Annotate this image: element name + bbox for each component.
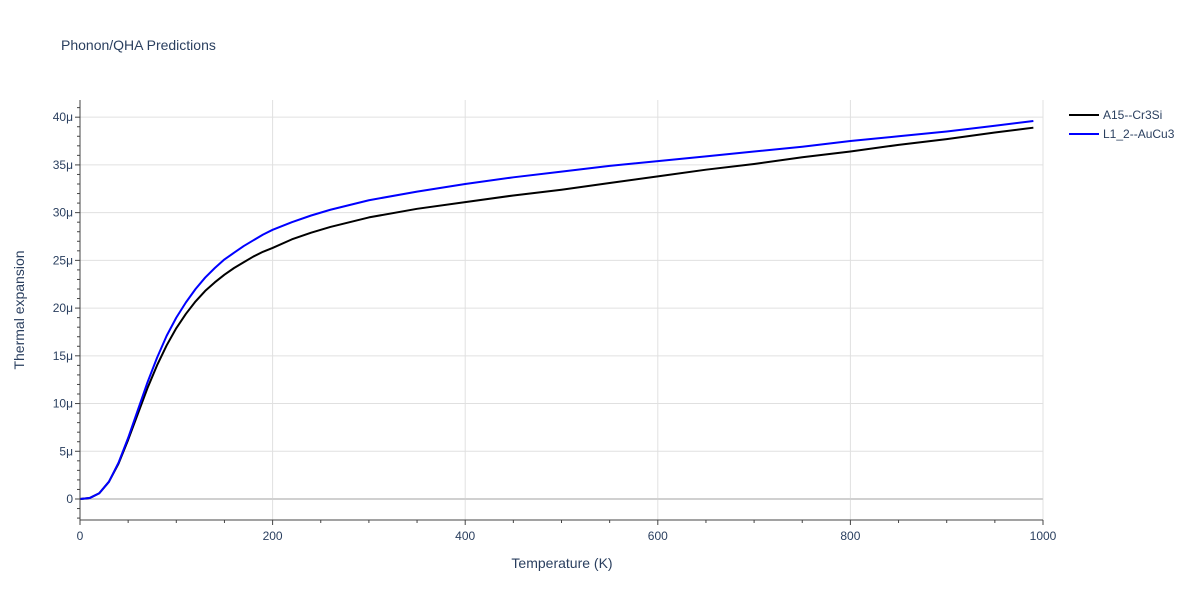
y-tick-label: 5μ	[59, 444, 73, 458]
legend-label: A15--Cr3Si	[1103, 108, 1162, 122]
y-tick-label: 15μ	[53, 349, 73, 363]
series-line-1	[79, 126, 1034, 500]
plot-area	[79, 120, 1034, 500]
axes: 0 200 400 600 800 1000 0 5μ 10μ 15μ 20μ 25μ 30μ 35μ 40…	[53, 100, 1057, 543]
legend-label: L1_2--AuCu3	[1103, 127, 1175, 141]
x-tick-label: 800	[840, 529, 860, 543]
y-tick-label: 35μ	[53, 158, 73, 172]
x-tick-label: 400	[455, 529, 475, 543]
x-tick-label: 200	[263, 529, 283, 543]
y-tick-label: 20μ	[53, 301, 73, 315]
x-tick-label: 1000	[1030, 529, 1057, 543]
grid	[80, 100, 1044, 520]
y-tick-label: 40μ	[53, 110, 73, 124]
series-line-2	[79, 120, 1034, 500]
y-tick-label: 30μ	[53, 206, 73, 220]
chart-title: Phonon/QHA Predictions	[61, 37, 216, 53]
x-tick-label: 0	[77, 529, 84, 543]
y-tick-label: 0	[66, 492, 73, 506]
legend-item[interactable]: L1_2--AuCu3	[1069, 127, 1175, 141]
legend-item[interactable]: A15--Cr3Si	[1069, 108, 1162, 122]
x-axis-title: Temperature (K)	[511, 555, 612, 571]
y-tick-label: 10μ	[53, 397, 73, 411]
y-tick-label: 25μ	[53, 253, 73, 267]
legend[interactable]: A15--Cr3Si L1_2--AuCu3	[1069, 108, 1175, 141]
x-tick-label: 600	[648, 529, 668, 543]
y-axis-title: Thermal expansion	[11, 250, 27, 369]
